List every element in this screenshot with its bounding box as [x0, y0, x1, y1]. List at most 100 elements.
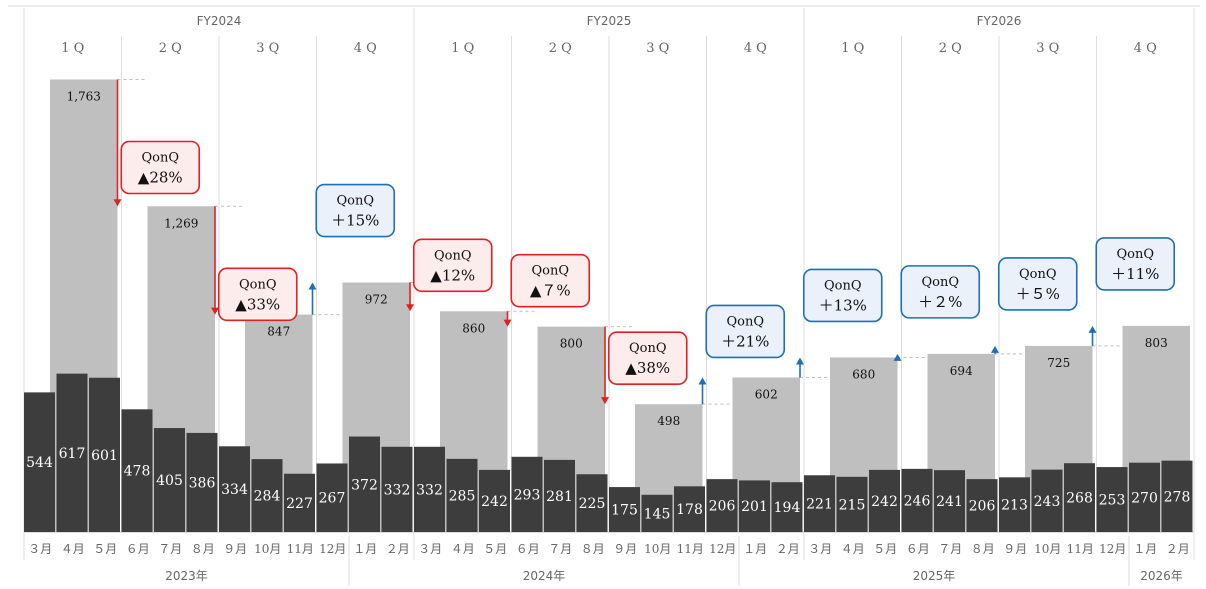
- quarter-total-label: 1,269: [164, 216, 198, 230]
- month-value-label: 242: [871, 494, 898, 510]
- month-value-label: 206: [969, 499, 996, 515]
- month-value-label: 270: [1131, 490, 1158, 506]
- calendar-year-label: 2026年: [1140, 569, 1183, 583]
- month-value-label: 267: [319, 491, 346, 507]
- qonq-callout-box: [997, 257, 1078, 311]
- month-value-label: 478: [124, 464, 151, 480]
- month-value-label: 281: [546, 489, 573, 505]
- quarter-total-label: 972: [365, 293, 388, 307]
- qonq-callout-value: ＋２%: [918, 293, 962, 311]
- month-bar: [999, 477, 1030, 532]
- month-bar: [609, 487, 640, 532]
- month-value-label: 386: [189, 475, 216, 491]
- month-bar: [186, 432, 218, 532]
- change-arrows: [113, 79, 1097, 405]
- qonq-callout-value: ＋13%: [819, 296, 867, 314]
- qonq-callout: QonQ ＋21%: [705, 304, 786, 359]
- x-axis: ３月 ４月 ５月 ６月 ７月 ８月 ９月 10月 11月 12月 １月 ２月 ３月 ４月 ５月 ６月 ７月 ８月 ９…: [28, 536, 1190, 586]
- calendar-year-label: 2024年: [523, 569, 566, 583]
- month-axis-label: 10月: [254, 542, 281, 556]
- month-axis-label: 11月: [287, 542, 314, 556]
- qonq-callout-title: QonQ: [921, 275, 959, 290]
- month-axis-label: ６月: [906, 542, 930, 556]
- month-axis-label: 11月: [677, 542, 704, 556]
- qonq-callout-box: [1095, 237, 1176, 291]
- month-value-label: 145: [644, 506, 671, 522]
- month-bar: [641, 494, 673, 532]
- month-value-label: 194: [774, 500, 801, 516]
- qonq-callout-value: ▲12%: [430, 266, 475, 284]
- change-arrow-head: [991, 345, 999, 353]
- month-bar: [414, 446, 445, 532]
- month-value-label: 243: [1034, 494, 1061, 510]
- month-bar: [446, 458, 478, 532]
- quarter-total-label: 498: [657, 414, 680, 428]
- qonq-callout-title: QonQ: [531, 264, 569, 279]
- month-bar: [739, 480, 770, 532]
- month-bar: [1129, 462, 1160, 532]
- qonq-callout-value: ＋５%: [1016, 285, 1060, 303]
- month-value-label: 221: [806, 497, 833, 513]
- month-axis-label: ７月: [548, 542, 572, 556]
- quarter-header-label: 3 Q: [646, 41, 669, 56]
- quarter-header-label: 1 Q: [61, 41, 84, 56]
- monthly-bars: 544 617 601 478 405 386 334 284 227 267 372 332 332 2…: [24, 373, 1193, 532]
- quarter-total-label: 1,763: [67, 89, 101, 103]
- month-axis-label: ９月: [223, 542, 247, 556]
- month-bar: [251, 459, 283, 532]
- month-value-label: 175: [611, 503, 638, 519]
- change-arrow-head: [698, 377, 707, 385]
- month-value-label: 178: [676, 502, 703, 518]
- qonq-callout-box: [315, 183, 396, 238]
- qonq-callout-box: [802, 268, 883, 323]
- month-value-label: 246: [904, 493, 931, 509]
- month-bar: [869, 469, 900, 532]
- quarter-header-label: 3 Q: [1036, 41, 1059, 56]
- quarter-header-label: 2 Q: [939, 41, 962, 56]
- quarter-header-label: 4 Q: [1134, 41, 1157, 56]
- month-axis-label: ４月: [451, 542, 475, 556]
- month-bar: [479, 469, 510, 532]
- qonq-callout-value: ▲38%: [625, 359, 670, 377]
- month-bar: [56, 373, 88, 532]
- quarter-header-label: 4 Q: [354, 41, 377, 56]
- month-bar: [901, 468, 933, 532]
- qonq-callout: QonQ ＋15%: [315, 183, 396, 238]
- month-bar: [381, 446, 413, 532]
- month-value-label: 206: [709, 499, 736, 515]
- qonq-callout-value: ＋21%: [721, 332, 769, 350]
- month-bar: [544, 459, 575, 532]
- quarter-header-label: 1 Q: [451, 41, 474, 56]
- month-bar: [511, 456, 543, 532]
- fiscal-year-label: FY2025: [587, 14, 632, 28]
- quarter-header-label: 1 Q: [841, 41, 864, 56]
- month-axis-label: ６月: [516, 542, 540, 556]
- change-arrow-head: [503, 319, 512, 327]
- month-axis-label: 12月: [319, 542, 346, 556]
- month-axis-label: ４月: [61, 542, 85, 556]
- month-bar: [1064, 463, 1095, 532]
- month-bar: [284, 473, 315, 532]
- qonq-callout-box: [900, 265, 981, 319]
- month-value-label: 617: [59, 446, 86, 462]
- month-axis-label: ９月: [1003, 542, 1027, 556]
- change-arrow-head: [601, 397, 609, 405]
- quarter-header-label: 2 Q: [159, 41, 182, 56]
- calendar-year-label: 2023年: [165, 569, 208, 583]
- month-axis-label: 12月: [1099, 542, 1126, 556]
- quarter-total-label: 602: [755, 387, 778, 401]
- month-value-label: 544: [26, 455, 53, 471]
- month-value-label: 285: [449, 488, 476, 504]
- fiscal-year-label: FY2026: [977, 14, 1022, 28]
- qonq-callout: QonQ ▲33%: [217, 267, 298, 322]
- qonq-callout-title: QonQ: [629, 341, 667, 356]
- month-value-label: 268: [1066, 491, 1093, 507]
- month-bar: [1031, 469, 1063, 532]
- month-axis-label: ９月: [613, 542, 637, 556]
- month-value-label: 227: [286, 496, 313, 512]
- qonq-callout-title: QonQ: [336, 194, 374, 209]
- change-arrow-head: [406, 304, 414, 312]
- month-axis-label: ３月: [28, 542, 52, 556]
- qonq-callout-title: QonQ: [726, 314, 764, 329]
- change-arrow-head: [211, 307, 219, 315]
